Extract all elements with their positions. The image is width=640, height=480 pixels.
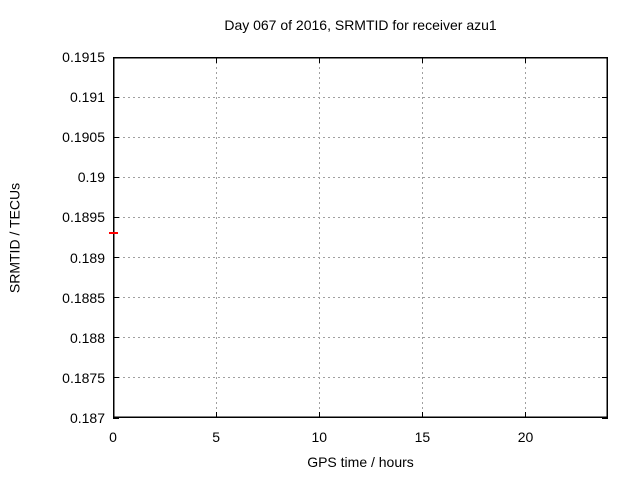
x-tick-label: 20 [517, 429, 534, 445]
y-tick-right [602, 377, 608, 379]
plot-area [108, 56, 608, 419]
y-tick-right [602, 297, 608, 299]
y-tick-left [113, 257, 119, 259]
y-tick-label: 0.189 [69, 249, 105, 266]
x-tick-top [525, 57, 526, 63]
y-tick-right [602, 176, 608, 178]
y-tick-label: 0.187 [69, 410, 105, 426]
x-gridline [525, 57, 526, 418]
x-gridline [215, 57, 217, 418]
y-tick-label: 0.19 [77, 169, 105, 186]
y-tick-right [602, 96, 608, 98]
y-gridline [113, 176, 608, 178]
x-tick-label: 10 [311, 429, 328, 445]
x-tick-top [421, 57, 423, 63]
chart-title: Day 067 of 2016, SRMTID for receiver azu… [224, 17, 497, 33]
y-tick-left [113, 56, 119, 58]
y-tick-left [113, 136, 119, 138]
y-gridline [113, 337, 608, 339]
y-tick-label: 0.1895 [62, 209, 105, 226]
y-tick-label: 0.1905 [62, 129, 105, 146]
x-tick-label: 0 [109, 429, 117, 445]
y-tick-left [113, 216, 119, 218]
x-tick-bottom [112, 412, 114, 418]
data-point-marker [108, 232, 118, 235]
y-tick-right [602, 417, 608, 419]
x-tick-label: 5 [212, 429, 221, 445]
y-axis-label: SRMTID / TECUs [6, 182, 23, 294]
y-tick-left [113, 96, 119, 98]
y-tick-right [602, 257, 608, 259]
y-tick-left [113, 337, 119, 339]
y-gridline [113, 96, 608, 98]
x-gridline [421, 57, 423, 418]
y-tick-label: 0.191 [69, 89, 105, 106]
x-tick-top [215, 57, 217, 63]
y-tick-left [113, 297, 119, 299]
x-tick-top [318, 57, 320, 63]
y-tick-label: 0.1915 [62, 49, 105, 65]
y-tick-right [602, 216, 608, 218]
y-gridline [113, 136, 608, 138]
y-tick-label: 0.1875 [62, 369, 105, 386]
y-tick-label: 0.1885 [62, 289, 105, 306]
y-tick-left [113, 377, 119, 379]
y-tick-right [602, 136, 608, 138]
x-axis-label: GPS time / hours [307, 454, 414, 470]
x-gridline [318, 57, 320, 418]
y-tick-left [113, 176, 119, 178]
x-tick-bottom [215, 412, 217, 418]
y-tick-right [602, 56, 608, 58]
y-gridline [113, 377, 608, 379]
y-gridline [113, 297, 608, 299]
x-tick-bottom [525, 412, 526, 418]
y-tick-left [113, 417, 119, 419]
y-tick-label: 0.188 [69, 329, 105, 346]
x-tick-bottom [318, 412, 320, 418]
x-tick-bottom [421, 412, 423, 418]
y-gridline [113, 257, 608, 259]
y-tick-right [602, 337, 608, 339]
x-tick-top [112, 57, 114, 63]
x-tick-label: 15 [414, 429, 431, 445]
y-gridline [113, 216, 608, 218]
